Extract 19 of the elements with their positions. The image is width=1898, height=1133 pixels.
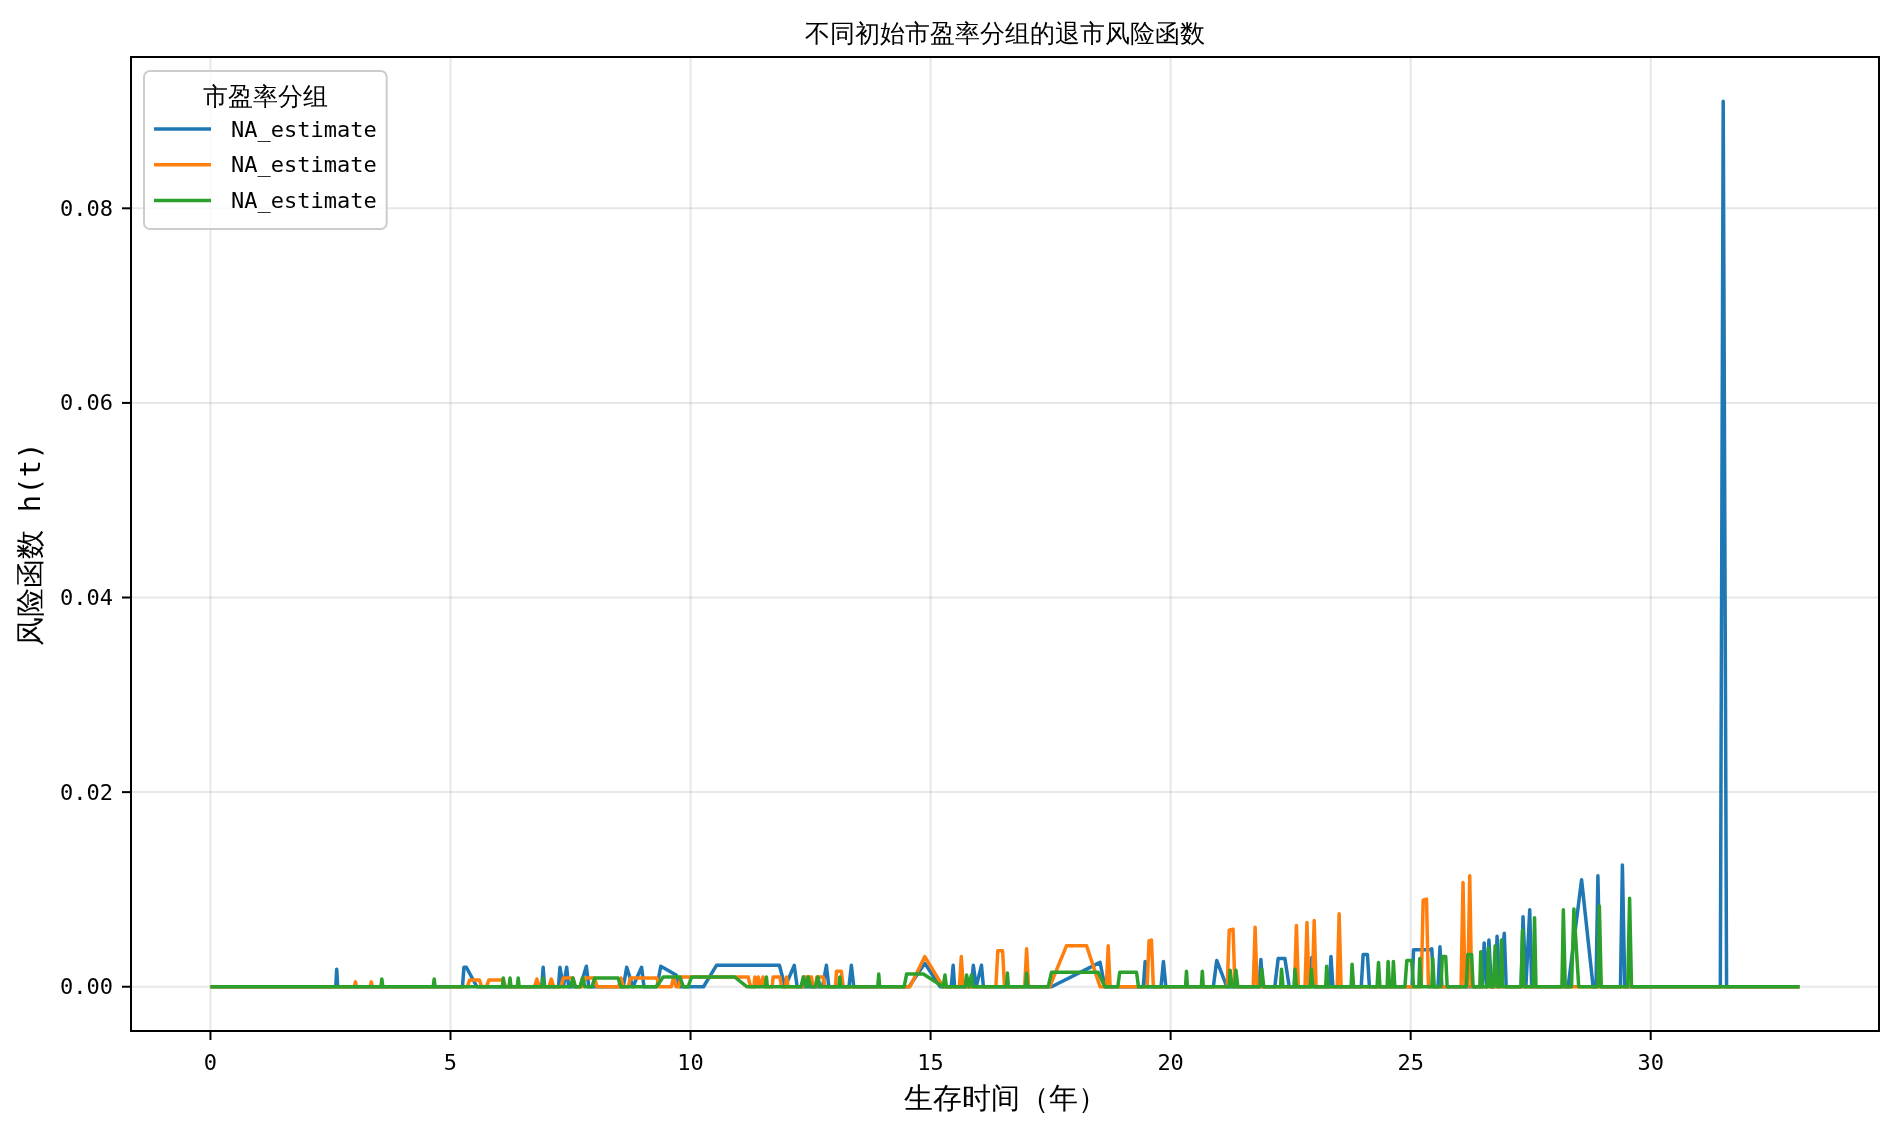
x-tick-label: 25 [1397,1049,1424,1075]
legend-label: NA_estimate [231,116,377,142]
y-tick-label: 0.00 [60,974,113,1000]
x-tick-label: 15 [917,1049,944,1075]
y-tick-label: 0.08 [60,195,113,221]
legend-label: NA_estimate [231,152,377,178]
x-tick-label: 5 [443,1049,458,1075]
x-tick-label: 10 [677,1049,704,1075]
x-tick-label: 20 [1157,1049,1184,1075]
legend-title: 市盈率分组 [202,81,328,111]
x-tick-label: 30 [1637,1049,1664,1075]
y-tick-label: 0.04 [60,585,113,611]
y-tick-label: 0.02 [60,779,113,805]
y-axis-title: 风险函数 h(t) [13,442,47,646]
chart-title: 不同初始市盈率分组的退市风险函数 [805,18,1205,48]
legend-label: NA_estimate [231,187,377,213]
y-tick-label: 0.06 [60,390,113,416]
x-tick-label: 0 [203,1049,218,1075]
x-axis-title: 生存时间（年） [903,1081,1107,1115]
